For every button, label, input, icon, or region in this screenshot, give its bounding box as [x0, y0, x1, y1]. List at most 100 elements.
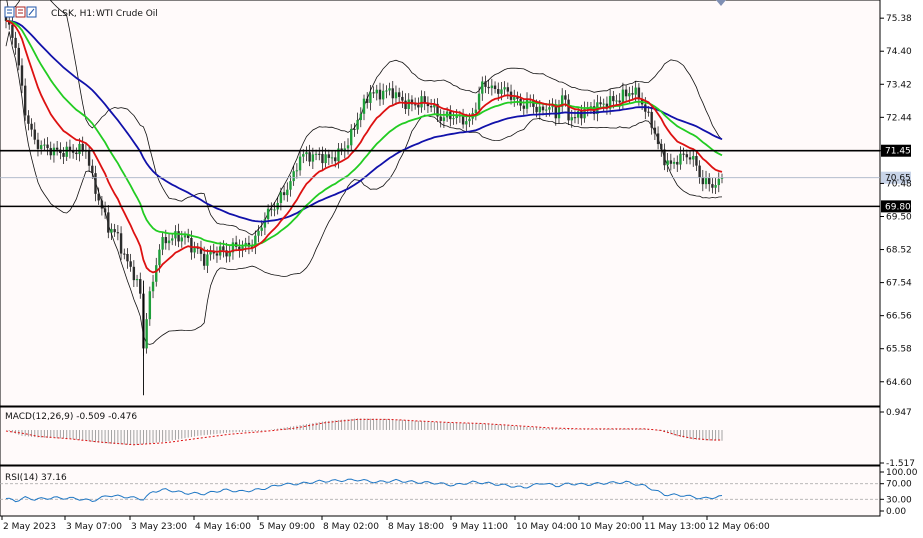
level-price-tag — [881, 200, 911, 213]
candle-body — [334, 157, 337, 162]
rsi-tick-label: 0.00 — [886, 507, 906, 517]
candle-body — [324, 154, 327, 164]
rsi-levels — [0, 483, 880, 500]
candle-body — [190, 238, 193, 253]
main-pane[interactable]: 71.45 69.80 70.65 75.38 74.40 73.42 72.44 70.4… — [0, 0, 912, 407]
candle-body — [599, 102, 602, 105]
candle-body — [30, 123, 33, 130]
candle-body — [656, 133, 660, 145]
candle-body — [688, 157, 692, 160]
candle-body — [343, 148, 347, 152]
time-tick-label: 8 May 02:00 — [323, 522, 379, 532]
price-tick-label: 74.40 — [886, 47, 912, 57]
candle-body — [465, 121, 468, 125]
macd-signal-path — [5, 418, 722, 446]
candle-body — [209, 251, 212, 255]
horizontal-levels[interactable]: 71.45 69.80 70.65 — [0, 144, 911, 213]
price-tick-label: 66.56 — [886, 312, 912, 322]
candle-body — [452, 118, 455, 120]
candle-body — [33, 129, 36, 140]
candle-body — [27, 115, 30, 124]
candle-body — [477, 93, 481, 110]
candle-body — [75, 152, 78, 155]
candle-body — [356, 120, 359, 130]
candle-body — [94, 173, 97, 194]
chart-instrument-name: WTI Crude Oil — [96, 9, 158, 19]
candle-body — [455, 115, 458, 119]
chart-shift-icon[interactable] — [4, 6, 15, 18]
candle-body — [500, 89, 503, 94]
time-tick-label: 4 May 16:00 — [195, 522, 251, 532]
candle-body — [704, 177, 708, 185]
candle-body — [513, 97, 516, 100]
candle-body — [177, 231, 180, 242]
candle-body — [506, 87, 510, 92]
candle-body — [573, 117, 577, 119]
candle-body — [305, 152, 308, 155]
rsi-axis: 100.00 70.00 30.00 0.00 — [880, 468, 918, 517]
candle-body — [282, 192, 286, 196]
candle-body — [714, 185, 717, 188]
candle-body — [417, 104, 420, 108]
candle-body — [250, 246, 254, 248]
price-tick-label: 67.54 — [886, 279, 912, 289]
candle-body — [548, 107, 551, 110]
candle-body — [257, 230, 260, 236]
candle-body — [621, 89, 625, 103]
time-axis: 2 May 2023 3 May 07:00 3 May 23:00 4 May 16… — [1, 516, 770, 532]
candle-body — [541, 106, 545, 111]
candle-body — [186, 235, 190, 239]
candle-body — [292, 171, 295, 182]
rsi-pane[interactable]: RSI(14) 37.16 100.00 70.00 30.00 0.00 — [0, 465, 918, 517]
candle-body — [215, 253, 219, 256]
candle-body — [11, 24, 14, 38]
candle-body — [17, 47, 20, 66]
time-tick-label: 5 May 09:00 — [259, 522, 315, 532]
candle-body — [624, 89, 628, 97]
candle-body — [71, 151, 75, 153]
time-tick-label: 11 May 13:00 — [644, 522, 706, 532]
candle-body — [426, 103, 430, 107]
candle-body — [631, 93, 634, 95]
candle-body — [183, 235, 187, 238]
candle-body — [685, 154, 689, 158]
candle-body — [100, 200, 104, 209]
candle-body — [199, 247, 203, 254]
candle-body — [618, 100, 621, 103]
candle-body — [717, 178, 721, 186]
candle-body — [564, 95, 567, 100]
candle-body — [266, 208, 270, 220]
candle-body — [362, 98, 366, 114]
candle-body — [493, 85, 497, 90]
candle-body — [161, 237, 164, 250]
macd-tick-label: 0.947 — [886, 408, 912, 418]
candle-body — [139, 279, 142, 294]
candle-body — [701, 177, 705, 185]
candle-body — [158, 249, 161, 266]
candle-body — [410, 99, 414, 105]
candle-body — [129, 261, 132, 267]
candle-body — [318, 153, 321, 155]
price-tick-label: 73.42 — [886, 80, 912, 90]
candle-body — [23, 85, 27, 116]
candle-body — [532, 100, 535, 107]
ma-fast-line — [5, 20, 723, 274]
bollinger-lower-line — [5, 31, 723, 345]
candle-body — [580, 111, 583, 119]
candle-body — [314, 153, 318, 155]
candle-body — [270, 208, 273, 210]
candle-body — [193, 247, 196, 253]
candle-body — [254, 235, 257, 248]
candle-body — [298, 156, 302, 171]
candle-body — [605, 103, 609, 109]
macd-signal-line — [5, 418, 722, 446]
candle-body — [65, 146, 68, 157]
candle-body — [397, 92, 401, 97]
scroll-marker-icon[interactable] — [716, 0, 726, 6]
candle-body — [602, 103, 605, 105]
macd-pane[interactable]: MACD(12,26,9) -0.509 -0.476 0.947 -1.517 — [0, 406, 915, 469]
candle-body — [231, 242, 235, 253]
price-tick-label: 69.50 — [886, 212, 912, 222]
autoscroll-icon[interactable] — [15, 6, 26, 18]
